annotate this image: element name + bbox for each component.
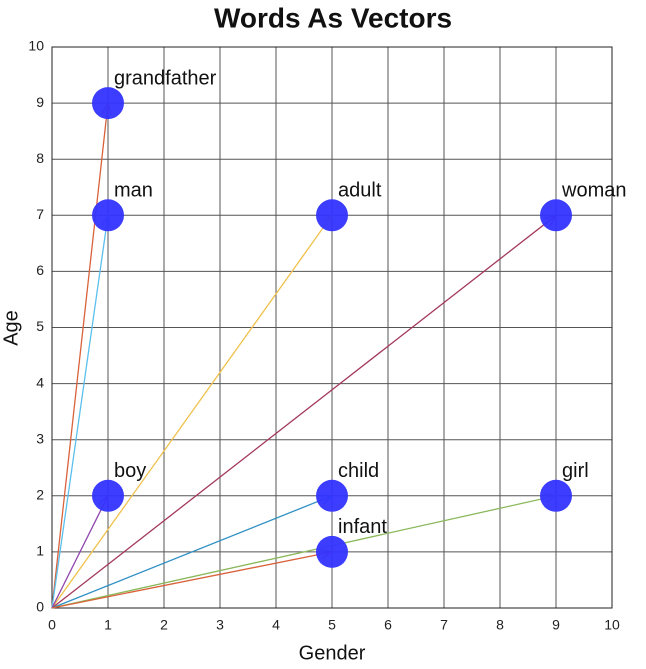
vector-arrow bbox=[51, 215, 109, 609]
y-tick-label: 10 bbox=[28, 38, 44, 54]
y-tick-label: 1 bbox=[36, 543, 44, 559]
x-axis-label: Gender bbox=[299, 642, 366, 664]
vector-arrow bbox=[51, 495, 333, 609]
word-point bbox=[316, 479, 348, 512]
y-tick-label: 8 bbox=[36, 150, 44, 166]
word-point bbox=[540, 479, 572, 512]
word-label: man bbox=[114, 180, 153, 202]
y-tick-label: 6 bbox=[36, 262, 44, 278]
plot-frame bbox=[51, 46, 613, 609]
y-tick-label: 0 bbox=[36, 599, 44, 615]
word-point bbox=[92, 479, 124, 512]
x-tick-label: 0 bbox=[48, 617, 56, 633]
vector-arrow bbox=[51, 495, 557, 609]
y-axis-label: Age bbox=[0, 310, 22, 346]
word-label: boy bbox=[114, 460, 146, 482]
y-tick-label: 3 bbox=[36, 430, 44, 446]
x-tick-label: 5 bbox=[328, 617, 336, 633]
y-tick-label: 2 bbox=[36, 487, 44, 503]
word-point bbox=[92, 199, 124, 232]
x-tick-label: 3 bbox=[216, 617, 224, 633]
word-point bbox=[316, 199, 348, 232]
y-tick-label: 9 bbox=[36, 94, 44, 110]
x-tick-label: 6 bbox=[384, 617, 392, 633]
y-tick-label: 7 bbox=[36, 206, 44, 222]
word-label: child bbox=[338, 460, 379, 482]
word-point bbox=[540, 199, 572, 232]
word-label: infant bbox=[338, 516, 387, 538]
word-point bbox=[92, 87, 124, 120]
vector-arrow bbox=[51, 103, 109, 609]
x-tick-label: 2 bbox=[160, 617, 168, 633]
vector-arrow bbox=[51, 214, 557, 609]
word-label: girl bbox=[562, 460, 589, 482]
word-label: grandfather bbox=[114, 67, 217, 89]
word-point bbox=[316, 535, 348, 568]
x-tick-label: 1 bbox=[104, 617, 112, 633]
x-tick-label: 7 bbox=[440, 617, 448, 633]
word-label: woman bbox=[561, 180, 626, 202]
vector-arrow bbox=[51, 551, 333, 609]
x-tick-label: 9 bbox=[552, 617, 560, 633]
chart-title: Words As Vectors bbox=[214, 2, 452, 33]
vector-arrow bbox=[51, 495, 109, 609]
word-label: adult bbox=[338, 180, 382, 202]
x-tick-label: 10 bbox=[604, 617, 620, 633]
x-tick-label: 4 bbox=[272, 617, 280, 633]
x-tick-label: 8 bbox=[496, 617, 504, 633]
y-tick-label: 4 bbox=[36, 374, 44, 390]
y-tick-label: 5 bbox=[36, 318, 44, 334]
vector-arrow bbox=[51, 214, 333, 609]
